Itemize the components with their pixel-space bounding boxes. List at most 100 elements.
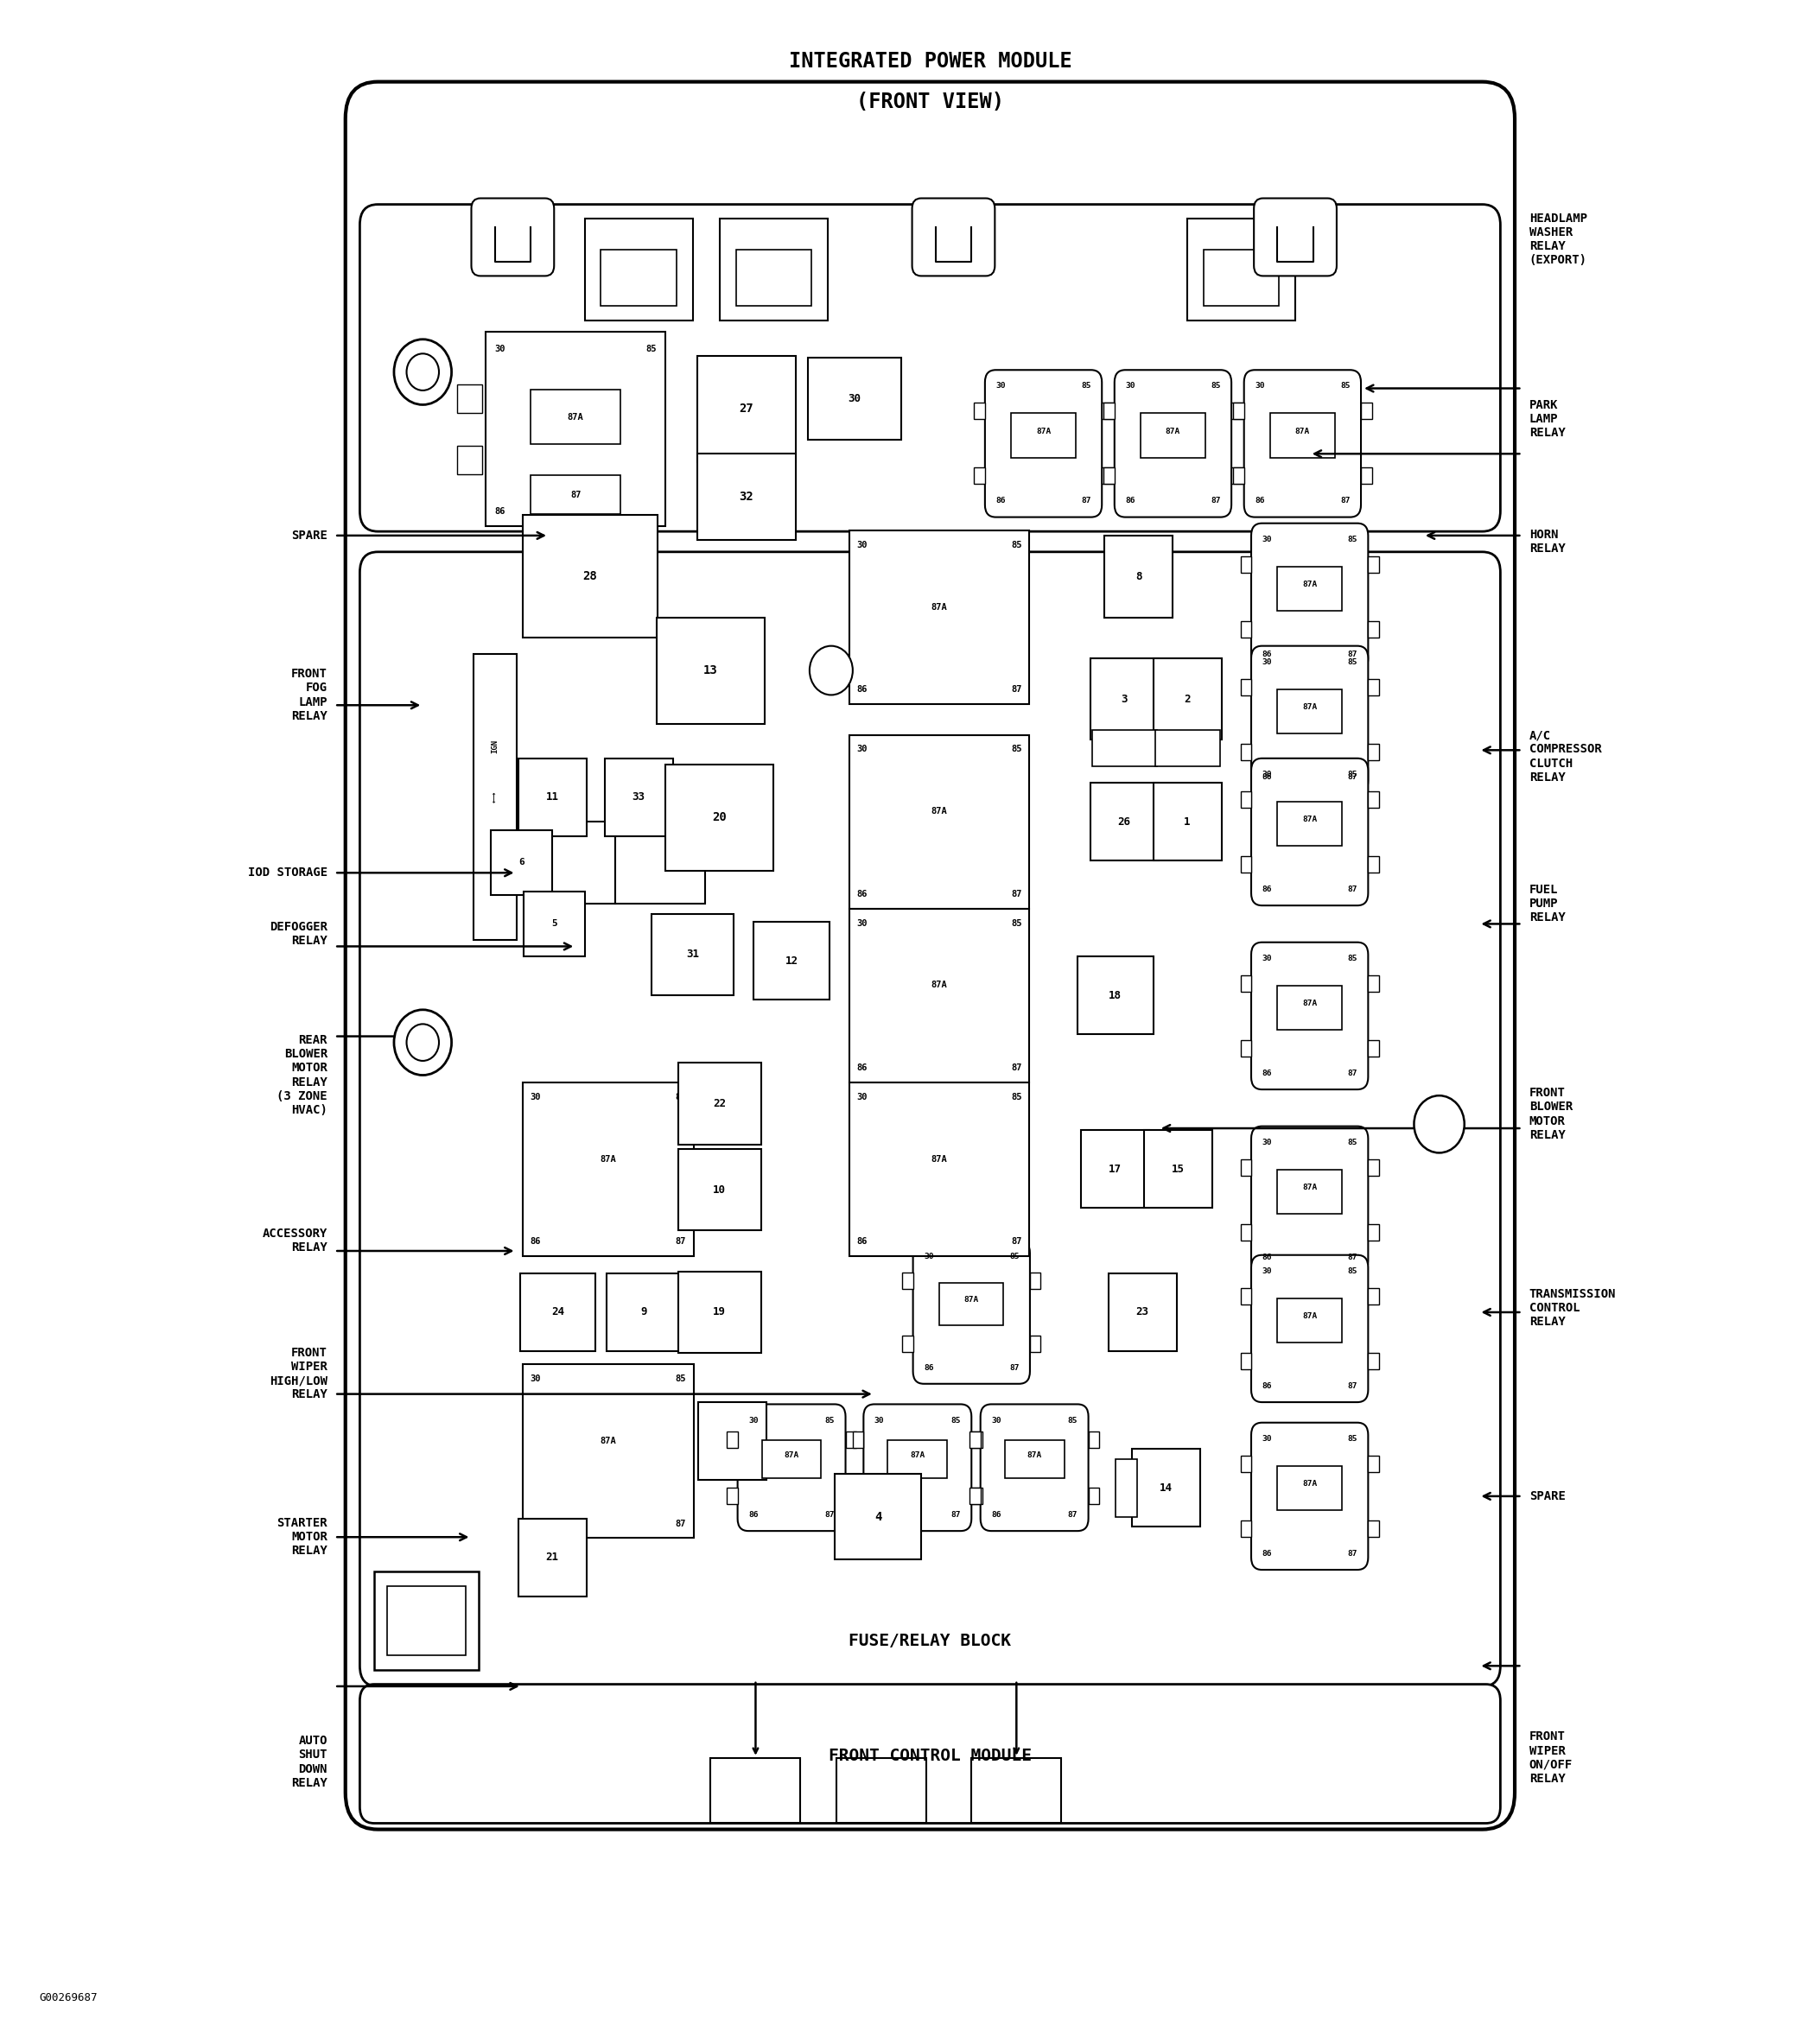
Text: FRONT
WIPER
ON/OFF
RELAY: FRONT WIPER ON/OFF RELAY — [1529, 1731, 1572, 1784]
Text: ACCESSORY
RELAY: ACCESSORY RELAY — [263, 1228, 327, 1253]
Text: 87: 87 — [1347, 885, 1356, 893]
Bar — [1011, 413, 1076, 458]
Text: 86: 86 — [1254, 497, 1265, 505]
Bar — [457, 384, 482, 413]
Text: 30: 30 — [1263, 536, 1272, 544]
Bar — [1241, 975, 1252, 991]
FancyBboxPatch shape — [864, 1404, 971, 1531]
Text: 85: 85 — [1011, 920, 1022, 928]
Text: 87: 87 — [1347, 650, 1356, 658]
Text: STARTER
MOTOR
RELAY: STARTER MOTOR RELAY — [277, 1517, 327, 1558]
Text: 87: 87 — [1347, 773, 1356, 781]
Bar — [525, 822, 615, 903]
Text: 2: 2 — [1184, 693, 1191, 705]
Bar — [849, 910, 1029, 1083]
FancyBboxPatch shape — [1252, 1423, 1367, 1570]
Bar — [1092, 730, 1157, 766]
Text: FRONT
BLOWER
MOTOR
RELAY: FRONT BLOWER MOTOR RELAY — [1529, 1087, 1572, 1141]
Bar — [1241, 856, 1252, 873]
Text: 85: 85 — [675, 1376, 687, 1384]
Bar — [1241, 1288, 1252, 1304]
Text: 87A: 87A — [1027, 1451, 1042, 1459]
Bar — [491, 830, 552, 895]
Bar — [971, 1488, 982, 1504]
Bar — [1367, 1521, 1378, 1537]
Text: A/C
COMPRESSOR
CLUTCH
RELAY: A/C COMPRESSOR CLUTCH RELAY — [1529, 730, 1601, 783]
Bar — [522, 515, 658, 638]
Bar — [520, 1273, 595, 1351]
Text: 85: 85 — [1081, 382, 1090, 390]
Text: BAT: BAT — [491, 842, 498, 854]
Text: 18: 18 — [1108, 989, 1123, 1002]
Text: 12: 12 — [784, 955, 799, 967]
Text: IGN: IGN — [491, 740, 498, 752]
Text: 86: 86 — [856, 889, 867, 899]
Bar — [1360, 403, 1371, 419]
Text: 15: 15 — [1171, 1163, 1186, 1175]
Bar — [678, 1271, 761, 1353]
Text: 30: 30 — [1263, 1435, 1272, 1443]
Text: 86: 86 — [1263, 1069, 1272, 1077]
Bar — [1277, 985, 1342, 1030]
Text: FRONT
FOG
LAMP
RELAY: FRONT FOG LAMP RELAY — [291, 668, 327, 722]
Text: 87: 87 — [675, 1237, 687, 1247]
Text: 86: 86 — [997, 497, 1006, 505]
Text: 3: 3 — [1121, 693, 1128, 705]
Text: 23: 23 — [1135, 1306, 1150, 1318]
Bar — [651, 914, 734, 995]
Text: 87: 87 — [1067, 1511, 1078, 1519]
Bar — [1277, 801, 1342, 846]
Bar — [1141, 413, 1205, 458]
Circle shape — [407, 354, 439, 390]
Text: IOD STORAGE: IOD STORAGE — [248, 867, 327, 879]
Text: 87: 87 — [570, 491, 581, 499]
Text: 85: 85 — [1347, 1139, 1356, 1147]
Bar — [849, 736, 1029, 910]
Text: 87: 87 — [1347, 1549, 1356, 1558]
Text: 30: 30 — [495, 345, 506, 354]
Bar — [473, 654, 516, 940]
Bar — [1004, 1441, 1065, 1478]
Bar — [903, 1335, 912, 1351]
Bar — [1187, 219, 1295, 321]
Text: 85: 85 — [1347, 771, 1356, 779]
Text: 26: 26 — [1117, 816, 1132, 828]
Text: 33: 33 — [631, 791, 646, 803]
Bar — [970, 1431, 980, 1447]
Bar — [837, 1758, 926, 1823]
Text: 86: 86 — [495, 507, 506, 517]
Bar — [524, 891, 585, 957]
Bar — [849, 1081, 1029, 1255]
Text: (FRONT VIEW): (FRONT VIEW) — [856, 92, 1004, 112]
Text: 85: 85 — [1011, 1091, 1022, 1102]
Text: 87: 87 — [1009, 1363, 1018, 1372]
Text: 87: 87 — [1011, 1063, 1022, 1071]
Bar — [1088, 1488, 1099, 1504]
Bar — [1105, 468, 1114, 484]
Circle shape — [394, 339, 452, 405]
Bar — [1367, 791, 1378, 807]
Text: 87A: 87A — [1036, 427, 1051, 435]
Bar — [1241, 1521, 1252, 1537]
Text: 30: 30 — [991, 1416, 1002, 1425]
FancyBboxPatch shape — [912, 198, 995, 276]
FancyBboxPatch shape — [980, 1404, 1088, 1531]
Bar — [615, 822, 705, 903]
Bar — [1231, 468, 1241, 484]
Text: 87A: 87A — [1302, 580, 1317, 589]
Text: 22: 22 — [712, 1098, 727, 1110]
Bar — [1144, 1130, 1213, 1208]
Text: 86: 86 — [748, 1511, 759, 1519]
Bar — [846, 1431, 856, 1447]
Bar — [518, 1519, 586, 1596]
Circle shape — [394, 1010, 452, 1075]
Text: 8: 8 — [1135, 570, 1142, 583]
Bar — [1153, 783, 1222, 861]
Text: 30: 30 — [1263, 1139, 1272, 1147]
Bar — [835, 1474, 921, 1560]
Text: 87A: 87A — [964, 1296, 979, 1304]
Bar — [808, 358, 901, 439]
Text: 86: 86 — [531, 1519, 541, 1529]
Bar — [1153, 658, 1222, 740]
Circle shape — [407, 1024, 439, 1061]
